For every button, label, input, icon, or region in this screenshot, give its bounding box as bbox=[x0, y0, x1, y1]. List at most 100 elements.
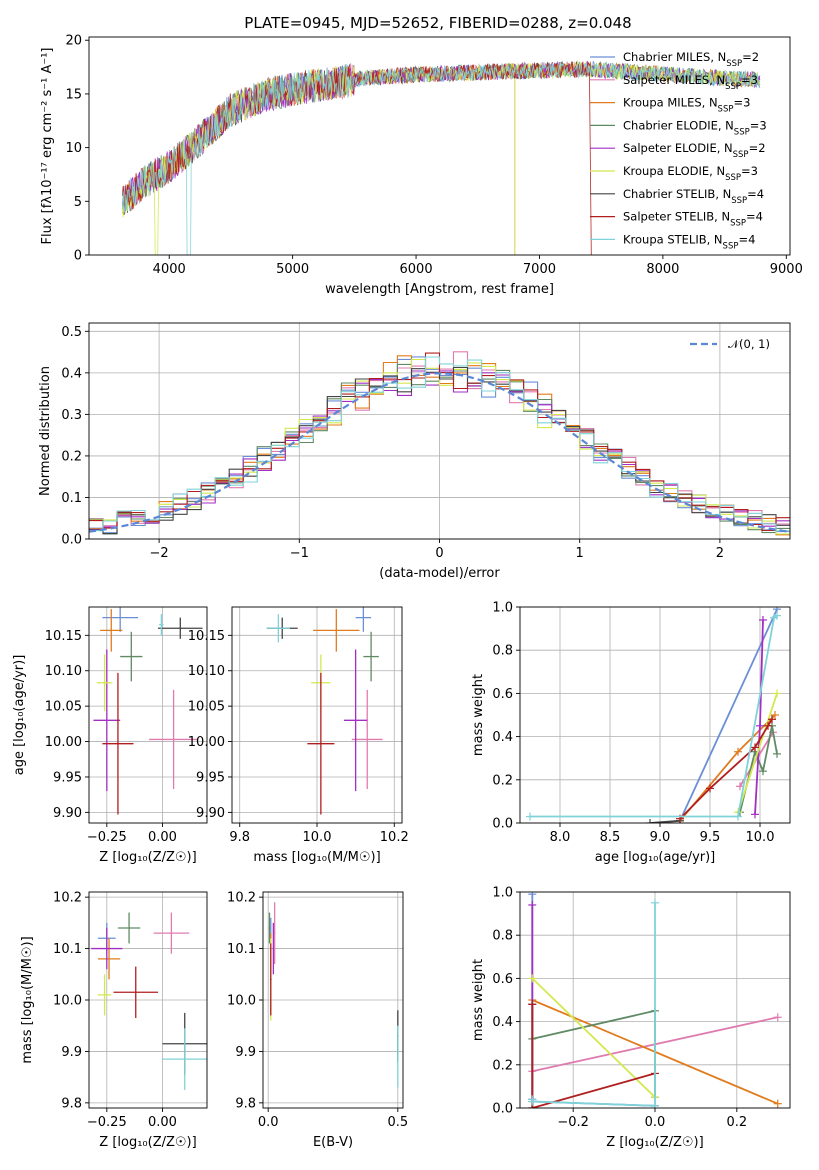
y-tick-label: 10.05 bbox=[188, 700, 225, 715]
plot-area-age_vs_Z bbox=[93, 607, 203, 815]
y-tick-label: 0.3 bbox=[61, 408, 82, 423]
y-axis-label: age [log₁₀(age/yr)] bbox=[12, 655, 27, 776]
legend-subscript: SSP bbox=[731, 196, 747, 206]
legend-count: =3 bbox=[741, 164, 758, 178]
x-tick-label: −0.2 bbox=[557, 1115, 589, 1130]
axes-frame bbox=[88, 891, 208, 1109]
x-axis-label: wavelength [Angstrom, rest frame] bbox=[325, 282, 554, 297]
y-tick-label: 10.2 bbox=[53, 891, 82, 906]
x-tick-label: 9.8 bbox=[229, 830, 250, 845]
plot-area-age_vs_mass bbox=[266, 607, 383, 815]
y-tick-label: 10.05 bbox=[45, 700, 82, 715]
legend-count: =4 bbox=[746, 210, 763, 224]
x-tick-label: 9.0 bbox=[650, 830, 671, 845]
x-tick-label: 0.2 bbox=[726, 1115, 747, 1130]
plot-area-mass_vs_EBV bbox=[268, 902, 399, 1088]
x-tick-label: 10.0 bbox=[746, 830, 775, 845]
x-tick-label: 0.0 bbox=[645, 1115, 666, 1130]
x-tick-label: 8.5 bbox=[600, 830, 621, 845]
legend-count: =4 bbox=[747, 187, 764, 201]
spectrum-line-8 bbox=[121, 62, 761, 255]
weight-line-8 bbox=[530, 614, 778, 818]
legend-count: =2 bbox=[742, 50, 759, 64]
y-tick-label: 9.90 bbox=[196, 806, 225, 821]
x-tick-label: 10.2 bbox=[380, 830, 409, 845]
x-axis-label: Z [log₁₀(Z/Z☉)] bbox=[99, 850, 196, 865]
y-axis-label: Normed distribution bbox=[38, 366, 53, 496]
y-tick-label: 0.2 bbox=[492, 1058, 513, 1073]
legend-subscript: SSP bbox=[733, 150, 749, 160]
legend-label: Kroupa MILES, NSSP=3 bbox=[623, 96, 750, 115]
plot-area-mass_vs_Z bbox=[91, 912, 207, 1090]
y-tick-label: 0.1 bbox=[61, 491, 82, 506]
axes-frame bbox=[88, 606, 208, 824]
y-tick-label: 9.95 bbox=[196, 770, 225, 785]
legend-count: =3 bbox=[741, 73, 758, 87]
x-tick-label: 5000 bbox=[276, 262, 309, 277]
y-axis-label: mass weight bbox=[471, 674, 486, 756]
y-tick-label: 1.0 bbox=[492, 601, 513, 616]
y-axis-label: mass [log₁₀(M/M☉)] bbox=[20, 936, 35, 1063]
y-tick-label: 10.1 bbox=[53, 942, 82, 957]
x-tick-label: 9000 bbox=[770, 262, 803, 277]
x-tick-label: 8000 bbox=[646, 262, 679, 277]
axes-age_vs_Z: −0.25 0.00 9.90 9.95 10.00 10.05 10.10 10.15 Z [… bbox=[12, 606, 208, 865]
y-tick-label: 0.8 bbox=[492, 929, 513, 944]
y-tick-label: 1.0 bbox=[492, 886, 513, 901]
y-tick-label: 0.4 bbox=[61, 366, 82, 381]
y-tick-label: 20 bbox=[65, 34, 82, 49]
legend-label: Salpeter ELODIE, NSSP=2 bbox=[623, 141, 766, 160]
legend-count: =4 bbox=[738, 232, 755, 246]
legend-label: Salpeter STELIB, NSSP=4 bbox=[623, 210, 763, 229]
x-axis-label: (data-model)/error bbox=[379, 566, 500, 581]
legend-label: Kroupa STELIB, NSSP=4 bbox=[623, 232, 755, 251]
x-tick-label: −0.25 bbox=[87, 1115, 127, 1130]
y-tick-label: 10.00 bbox=[188, 735, 225, 750]
axes-frame bbox=[519, 891, 791, 1109]
x-axis-label: mass [log₁₀(M/M☉)] bbox=[253, 850, 380, 865]
legend-count: =3 bbox=[733, 96, 750, 110]
x-tick-label: 8.0 bbox=[550, 830, 571, 845]
weight-line-8 bbox=[531, 902, 656, 1107]
axes-frame bbox=[519, 606, 791, 824]
legend-subscript: SSP bbox=[725, 82, 741, 92]
x-tick-label: −0.25 bbox=[87, 830, 127, 845]
y-tick-label: 10.15 bbox=[188, 629, 225, 644]
y-tick-label: 9.9 bbox=[61, 1045, 82, 1060]
weight-line-7 bbox=[531, 1004, 656, 1108]
x-tick-label: 0.00 bbox=[148, 830, 177, 845]
axes-frame bbox=[231, 606, 403, 824]
x-tick-label: 2 bbox=[716, 546, 724, 561]
spectrum-line-0 bbox=[121, 60, 761, 214]
x-tick-label: 0.00 bbox=[148, 1115, 177, 1130]
axes-age_vs_mass: 9.8 10.0 10.2 9.90 9.95 10.00 10.05 10.10 10.15 m… bbox=[188, 606, 409, 865]
x-tick-label: 6000 bbox=[400, 262, 433, 277]
weight-line-3 bbox=[532, 1009, 656, 1098]
x-tick-label: −2 bbox=[150, 546, 169, 561]
plot-area-residuals bbox=[89, 351, 790, 536]
y-tick-label: 15 bbox=[65, 87, 82, 102]
legend-subscript: SSP bbox=[718, 105, 734, 115]
y-tick-label: 10.0 bbox=[53, 994, 82, 1009]
x-tick-label: 0 bbox=[435, 546, 443, 561]
x-axis-label: E(B-V) bbox=[313, 1135, 353, 1150]
y-axis-label: mass weight bbox=[471, 959, 486, 1041]
x-axis-label: Z [log₁₀(Z/Z☉)] bbox=[99, 1135, 196, 1150]
y-tick-label: 0.4 bbox=[492, 1015, 513, 1030]
legend-subscript: SSP bbox=[730, 219, 746, 229]
axes-frame bbox=[88, 36, 791, 256]
y-tick-label: 10.15 bbox=[45, 629, 82, 644]
plot-area-spectrum bbox=[121, 59, 761, 255]
x-tick-label: 0.0 bbox=[258, 1115, 279, 1130]
legend-label: Chabrier STELIB, NSSP=4 bbox=[623, 187, 764, 206]
axes-residuals: −2 −1 0 1 2 0.0 0.1 0.2 0.3 0.4 0.5 (data-model)/er… bbox=[38, 322, 791, 581]
x-tick-label: 7000 bbox=[523, 262, 556, 277]
chart-title: PLATE=0945, MJD=52652, FIBERID=0288, z=0… bbox=[244, 14, 631, 32]
y-tick-label: 0.0 bbox=[492, 1102, 513, 1117]
y-tick-label: 0.4 bbox=[492, 730, 513, 745]
y-tick-label: 0.0 bbox=[492, 817, 513, 832]
legend-count: =2 bbox=[749, 141, 766, 155]
plot-area-weight_vs_Z bbox=[528, 892, 782, 1108]
y-tick-label: 9.9 bbox=[235, 1045, 256, 1060]
